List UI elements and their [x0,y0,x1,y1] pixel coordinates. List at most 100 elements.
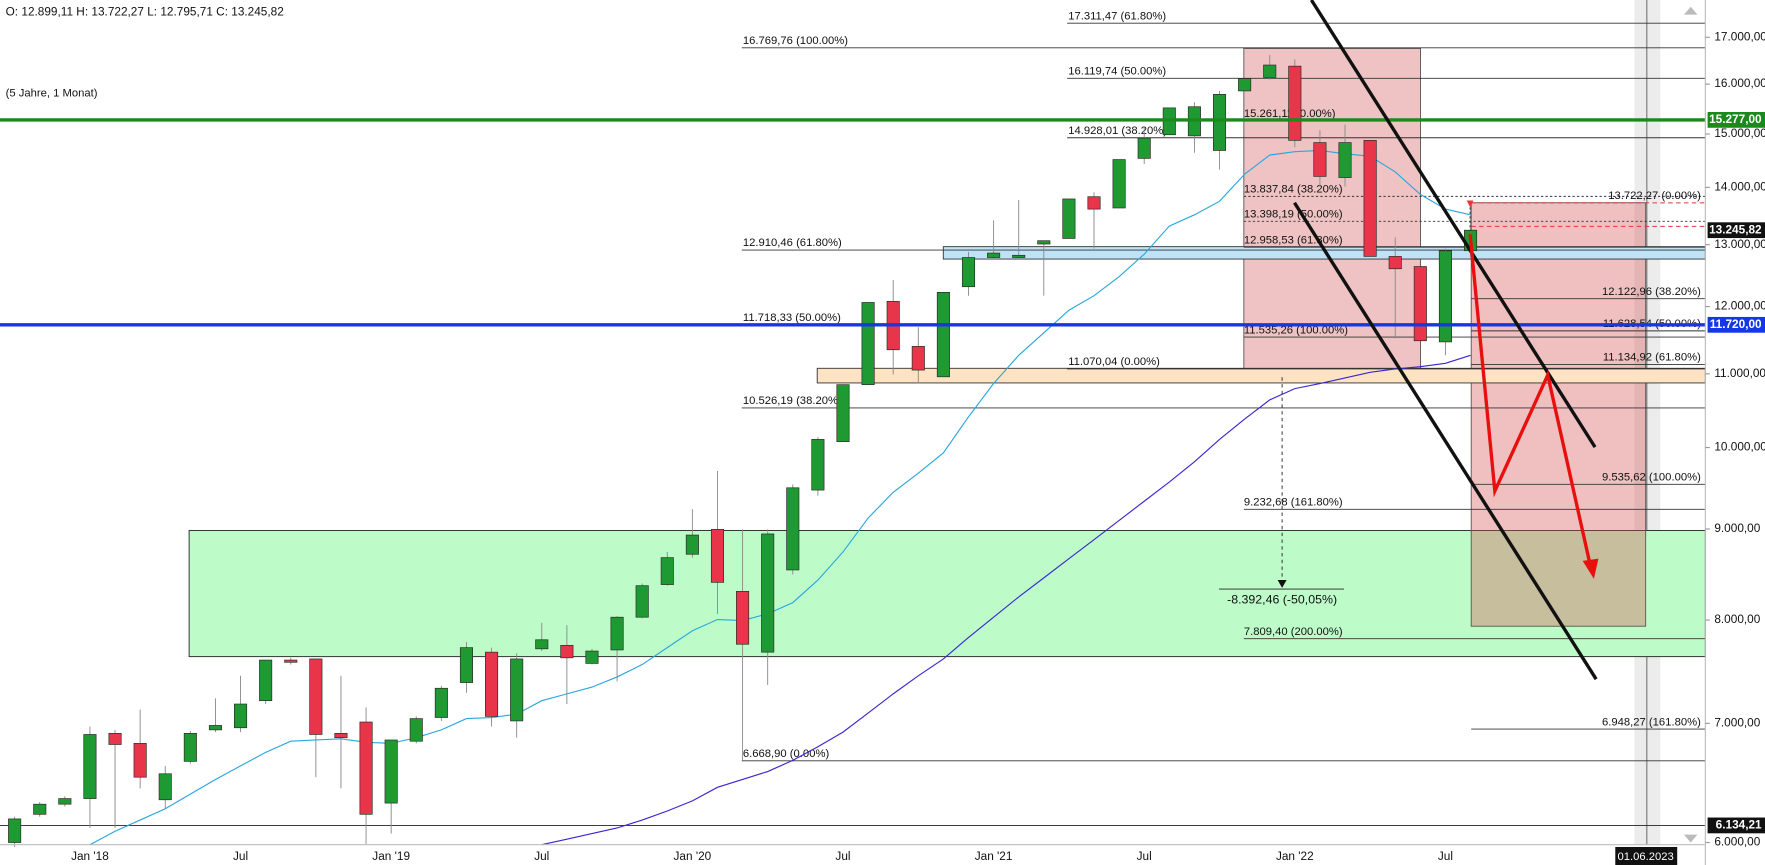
candle-body [535,639,549,650]
candle-body [736,591,750,645]
moving-average [541,354,1471,846]
candle-body [811,439,825,491]
fib-label: 6.948,27 (161.80%) [1602,716,1701,728]
y-tick-label: 12.000,00 [1714,299,1765,313]
price-label-box [1707,111,1765,128]
candle-body [1313,142,1327,177]
candle-body [836,384,850,442]
candle-body [987,252,1001,258]
last-price-box [1707,222,1765,239]
candle-body [83,734,97,799]
candle-body [911,346,925,371]
fib-label: 13.398,19 (50.00%) [1244,209,1343,221]
y-tick-label: 8.000,00 [1714,612,1760,626]
candle-body [635,585,649,618]
candle-body [936,291,950,378]
support-zone-orange [816,367,1706,384]
candle-body [434,687,448,718]
projection-arrow [1468,234,1593,567]
cursor-date: 01.06.2023 [1618,851,1674,863]
x-tick-label: Jan '22 [1276,849,1314,863]
fib-label: 12.122,96 (38.20%) [1602,286,1701,298]
scroll-up[interactable] [1683,6,1698,15]
fib-label: 12.958,53 (61.80%) [1244,234,1343,246]
candle-body [334,733,348,739]
x-tick-label: Jan '20 [674,849,712,863]
candle-body [660,557,674,585]
low-label: 6.134,21 [1716,818,1762,832]
candle-body [1438,250,1452,343]
candle-body [961,257,976,288]
fib-label: 11.070,04 (0.00%) [1068,356,1160,368]
x-tick-label: Jul [233,849,248,863]
candle-body [1238,78,1252,92]
candle-body [761,533,775,653]
candle-body [33,803,47,815]
y-tick-label: 7.000,00 [1714,715,1760,729]
trend-line [1293,201,1598,681]
ohlc-header: O: 12.899,11 H: 13.722,27 L: 12.795,71 C… [6,5,284,19]
x-tick-label: Jul [534,849,549,863]
y-tick-label: 14.000,00 [1714,179,1765,193]
x-tick-label: Jan '19 [372,849,410,863]
zones [188,0,1706,845]
candle-body [409,718,423,742]
fib-label: 9.535,62 (100.00%) [1602,472,1701,484]
fib-label: 10.526,19 (38.20%) [743,395,842,407]
candle-body [510,658,524,722]
marker [1466,200,1474,208]
price-label: 15.277,00 [1709,112,1762,126]
measure-label: -8.392,46 (-50,05%) [1227,593,1337,607]
candle-body [459,647,473,683]
price-label: 11.720,00 [1710,317,1762,331]
candle-body [359,721,373,815]
candle-body [384,739,398,804]
candle-body [685,534,699,555]
candle-body [208,725,222,731]
fib-label: 9.232,68 (161.80%) [1244,496,1343,508]
axes: 17.000,00 16.000,00 15.000,00 14.000,00 13.0… [71,29,1765,863]
drawings: -8.392,46 (-50,05%) 01.06.2023 O: 12.899… [0,0,1706,865]
fib-label: 13.837,84 (38.20%) [1244,184,1343,196]
candle-body [309,658,323,735]
fib-label: 16.119,74 (50.00%) [1068,66,1166,78]
y-tick-label: 10.000,00 [1714,440,1765,454]
last-price-label: 13.245,82 [1709,222,1762,236]
candle-body [1388,256,1402,270]
support-zone [188,530,1706,658]
y-tick-label: 16.000,00 [1714,76,1765,90]
y-tick-label: 17.000,00 [1714,29,1765,43]
candle-body [560,644,574,659]
fib-label: 7.809,40 (200.00%) [1244,626,1343,638]
candle-body [1012,254,1026,258]
x-tick-label: Jul [835,849,850,863]
arrow-head [1582,558,1599,579]
y-tick-label: 6.000,00 [1714,835,1760,849]
candle-body [1087,196,1101,210]
fib-label: 16.769,76 (100.00%) [743,35,848,47]
candle-body [710,529,725,583]
candle-body [58,798,72,805]
y-tick-label: 13.000,00 [1714,237,1765,251]
measure-arrow [1277,580,1287,588]
y-tick-label: 9.000,00 [1714,521,1760,535]
candle-body [786,487,800,571]
candle-body [133,743,147,778]
fib-label: 14.928,01 (38.20%) [1068,125,1167,137]
y-tick-label: 11.000,00 [1714,366,1765,380]
candle-body [610,616,624,651]
fib-label: 11.718,33 (50.00%) [743,312,841,324]
candle-body [1263,64,1277,78]
candle-body [1363,140,1377,257]
candle-body [259,659,273,702]
scroll-down[interactable] [1683,834,1698,843]
fib-label: 17.311,47 (61.80%) [1068,10,1166,22]
x-tick-label: Jan '21 [975,849,1013,863]
target-box [1470,202,1647,627]
subtitle: (5 Jahre, 1 Monat) [6,87,98,99]
plot: 16.769,76 (100.00%) 12.910,46 (61.80%) 11.… [0,10,1706,848]
cursor-date-box [1615,846,1678,865]
candle-body [108,733,122,745]
candle-body [861,302,875,386]
candle-body [284,659,298,663]
